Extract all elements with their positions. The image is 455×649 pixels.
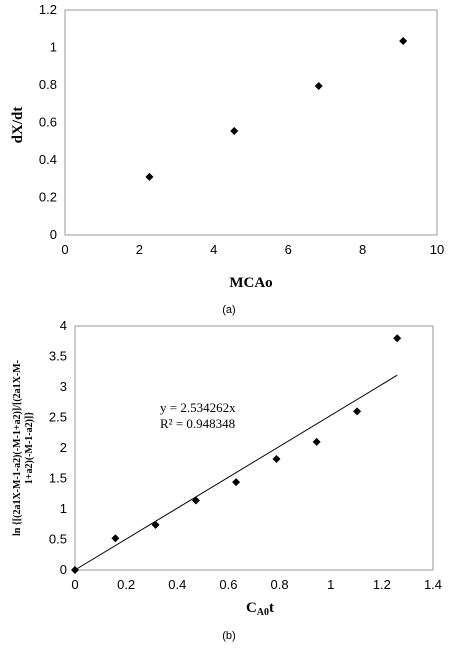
data-point [145,172,154,181]
y-tick-labels-a: 0 0.2 0.4 0.6 0.8 1 1.2 [39,2,57,242]
chart-a: 0 0.2 0.4 0.6 0.8 1 1.2 0 2 4 6 8 10 dX/dt MCAo (a) [10,2,444,316]
x-tick-label: 0.8 [271,577,289,592]
y-tick-label: 2.5 [49,410,67,425]
y-tick-label: 1.2 [39,2,57,17]
y-tick-label: 0.5 [49,532,67,547]
y-tick-label: 3 [60,379,67,394]
x-tick-label: 10 [430,242,444,257]
x-axis-title-b-sub: A0 [257,607,269,618]
x-tick-label: 0 [71,577,78,592]
x-axis-title-a: MCAo [229,275,272,291]
plot-area-a [64,9,438,236]
x-tick-label: 8 [359,242,366,257]
y-axis-title-b-line2: 1+a2)(-M-1-a2)]} [24,412,35,484]
data-point [71,566,79,574]
x-axis-title-b-main: C [246,600,257,616]
y-tick-label: 0.2 [39,190,57,205]
x-tick-label: 1.4 [424,577,442,592]
y-tick-label: 4 [60,318,67,333]
x-tick-label: 0.6 [219,577,237,592]
y-axis-title-a: dX/dt [10,107,26,144]
trend-equation: y = 2.534262x [160,400,236,415]
x-tick-label: 0.4 [168,577,186,592]
y-tick-label: 1 [50,40,57,55]
caption-a: (a) [222,304,235,316]
y-tick-label: 0 [50,227,57,242]
x-tick-label: 2 [136,242,143,257]
x-tick-label: 1 [327,577,334,592]
data-point [230,126,239,135]
data-points-a [145,36,408,181]
data-point [232,478,241,487]
y-tick-label: 0 [60,562,67,577]
data-point [393,334,402,343]
plot-area-b [74,325,434,571]
y-tick-label: 0.6 [39,115,57,130]
x-tick-label: 6 [285,242,292,257]
x-axis-title-b: CA0t [246,600,274,618]
y-axis-title-b-line1: ln {[(2a1X-M-1-a2)(-M-1+a2)]/[(2a1X-M- [12,360,23,536]
x-axis-title-b-tail: t [269,600,274,616]
trendline-b [74,374,398,571]
caption-b: (b) [222,630,235,642]
x-tick-label: 0 [61,242,68,257]
y-tick-label: 0.4 [39,152,57,167]
data-point [312,437,321,446]
x-tick-labels-b: 0 0.2 0.4 0.6 0.8 1 1.2 1.4 [71,577,442,592]
y-tick-label: 1 [60,501,67,516]
y-tick-labels-b: 0 0.5 1 1.5 2 2.5 3 3.5 4 [49,318,67,577]
y-axis-title-b: ln {[(2a1X-M-1-a2)(-M-1+a2)]/[(2a1X-M- 1… [12,360,35,536]
x-tick-label: 4 [210,242,217,257]
y-tick-label: 0.8 [39,77,57,92]
data-point [314,81,323,90]
data-point [111,534,120,543]
data-point [151,520,160,529]
y-tick-label: 2 [60,440,67,455]
x-tick-label: 1.2 [373,577,391,592]
data-point [353,407,362,416]
chart-b: 0 0.5 1 1.5 2 2.5 3 3.5 4 0 0.2 0.4 0.6 0.8 1 1.2 1.4 y… [12,318,442,642]
data-point [399,36,408,45]
data-point [191,496,200,505]
trend-r-squared: R² = 0.948348 [160,416,235,431]
y-tick-label: 1.5 [49,471,67,486]
x-tick-label: 0.2 [117,577,135,592]
y-tick-label: 3.5 [49,349,67,364]
data-points-b [71,334,402,574]
x-tick-labels-a: 0 2 4 6 8 10 [61,242,444,257]
data-point [272,454,281,463]
